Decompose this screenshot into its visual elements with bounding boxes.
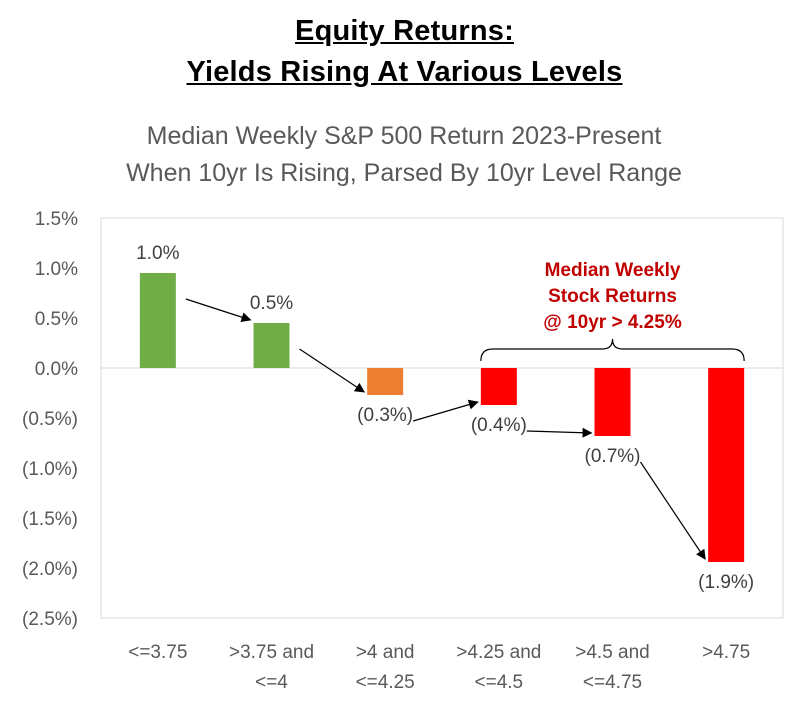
data-label: (1.9%) [698,572,754,593]
annotation-brace [480,338,745,362]
data-label: (0.4%) [471,415,527,436]
trend-arrow [299,348,365,393]
x-tick-label: <=4.25 [356,672,415,693]
plot-border [100,217,784,619]
y-tick-label: 1.5% [35,209,78,230]
trend-arrow [412,399,479,422]
annotation-text: Stock Returns [548,286,677,307]
trend-arrow [185,298,252,322]
y-tick-label: (2.5%) [22,609,78,630]
trend-arrow [526,427,593,438]
y-tick-label: 1.0% [35,259,78,280]
bar [139,273,176,368]
x-tick-label: >3.75 and [229,642,314,663]
bar [480,368,517,405]
data-label: (0.7%) [585,446,641,467]
header-title-line1: Equity Returns: [295,15,514,47]
header-title-line2: Yields Rising At Various Levels [186,56,623,88]
y-tick-label: (1.5%) [22,509,78,530]
chart-subtitle: When 10yr Is Rising, Parsed By 10yr Leve… [126,159,682,187]
x-tick-label: <=4 [255,672,288,693]
x-tick-label: >4.5 and [575,642,650,663]
bar [253,323,290,368]
x-tick-label: <=4.75 [583,672,642,693]
x-tick-label: <=4.5 [475,672,524,693]
data-label: (0.3%) [357,405,413,426]
y-tick-label: 0.5% [35,309,78,330]
y-tick-label: 0.0% [35,359,78,380]
x-tick-label: >4.75 [702,642,750,663]
trend-arrow [640,461,706,560]
data-label: 1.0% [136,243,179,264]
x-tick-label: >4.25 and [456,642,541,663]
chart-title: Median Weekly S&P 500 Return 2023-Presen… [147,122,662,150]
annotation-text: @ 10yr > 4.25% [543,312,682,333]
x-tick-label: <=3.75 [128,642,187,663]
y-tick-label: (1.0%) [22,459,78,480]
y-tick-label: (2.0%) [22,559,78,580]
bar [594,368,631,436]
x-tick-label: >4 and [356,642,415,663]
bar [708,368,745,562]
annotation-text: Median Weekly [545,260,681,281]
y-tick-label: (0.5%) [22,409,78,430]
bar [367,368,404,395]
data-label: 0.5% [250,293,293,314]
